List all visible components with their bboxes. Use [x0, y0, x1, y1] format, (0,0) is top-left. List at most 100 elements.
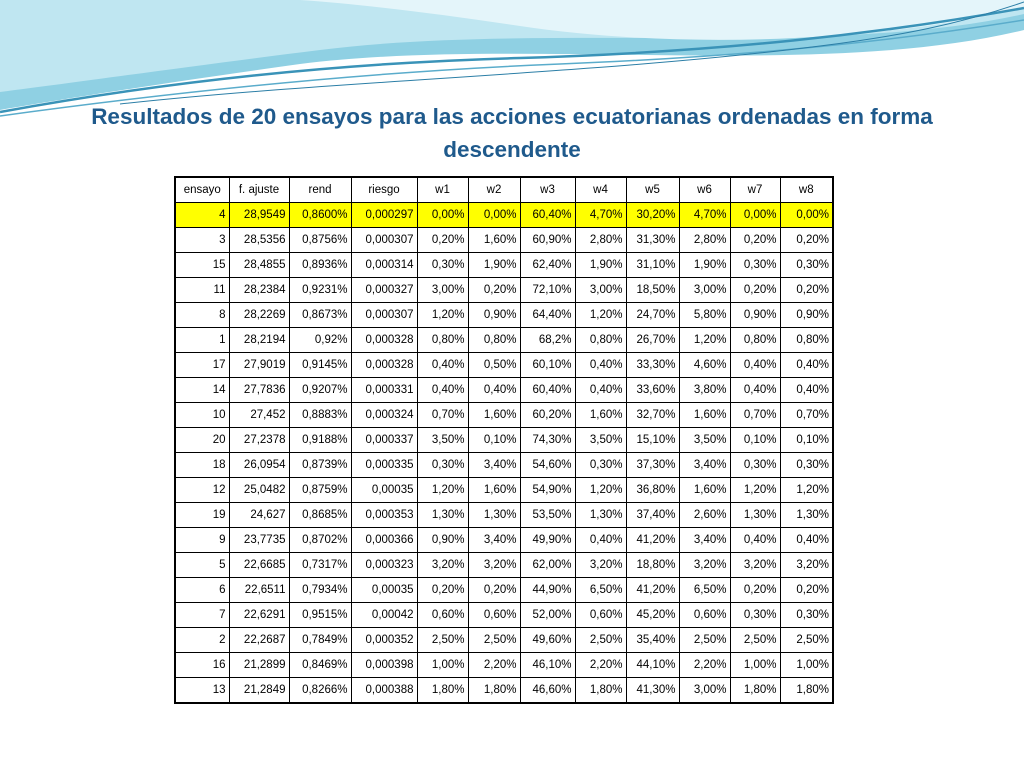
table-cell: 27,9019 — [228, 352, 290, 378]
table-cell: 26,70% — [625, 327, 680, 353]
table-cell: 3,20% — [779, 552, 834, 578]
table-cell: 1,00% — [779, 652, 834, 678]
table-cell: 0,000297 — [350, 202, 418, 228]
table-cell: 22,6291 — [228, 602, 290, 628]
table-cell: 0,9188% — [288, 427, 352, 453]
table-cell: 1,30% — [467, 502, 521, 528]
table-cell: 0,8673% — [288, 302, 352, 328]
table-header-row: ensayo f. ajuste rend riesgo w1 w2 w3 w4 w5 w6 w7 w… — [174, 176, 834, 203]
table-cell: 0,40% — [416, 377, 469, 403]
table-cell: 13 — [174, 677, 230, 704]
table-cell: 3,20% — [574, 552, 627, 578]
table-cell: 0,00% — [416, 202, 469, 228]
table-cell: 28,2384 — [228, 277, 290, 303]
table-cell: 3,50% — [416, 427, 469, 453]
table-cell: 0,8739% — [288, 452, 352, 478]
table-cell: 0,20% — [729, 577, 781, 603]
table-row: 11 28,2384 0,9231% 0,000327 3,00% 0,20% 72,10%… — [174, 277, 834, 303]
table-cell: 0,8685% — [288, 502, 352, 528]
table-cell: 0,80% — [779, 327, 834, 353]
table-cell: 0,40% — [416, 352, 469, 378]
table-cell: 12 — [174, 477, 230, 503]
table-cell: 0,60% — [416, 602, 469, 628]
table-cell: 3,50% — [678, 427, 731, 453]
table-cell: 17 — [174, 352, 230, 378]
table-cell: 3,00% — [678, 677, 731, 704]
table-cell: 1,90% — [678, 252, 731, 278]
table-cell: 0,8936% — [288, 252, 352, 278]
table-cell: 0,70% — [416, 402, 469, 428]
table-cell: 0,9145% — [288, 352, 352, 378]
table-cell: 31,10% — [625, 252, 680, 278]
table-cell: 18 — [174, 452, 230, 478]
table-cell: 23,7735 — [228, 527, 290, 553]
column-header-w2: w2 — [467, 176, 521, 203]
table-cell: 0,8756% — [288, 227, 352, 253]
table-cell: 1,20% — [574, 302, 627, 328]
header-wave-decoration — [0, 0, 1024, 117]
table-row: 13 21,2849 0,8266% 0,000388 1,80% 1,80% 46,60%… — [174, 677, 834, 704]
table-cell: 30,20% — [625, 202, 680, 228]
table-cell: 2,20% — [467, 652, 521, 678]
table-row: 1 28,2194 0,92% 0,000328 0,80% 0,80% 68,2% 0,80… — [174, 327, 834, 353]
table-cell: 0,000331 — [350, 377, 418, 403]
table-row: 8 28,2269 0,8673% 0,000307 1,20% 0,90% 64,40% 1… — [174, 302, 834, 328]
table-cell: 49,90% — [519, 527, 576, 553]
table-cell: 0,20% — [729, 277, 781, 303]
table-cell: 0,20% — [779, 227, 834, 253]
table-cell: 6 — [174, 577, 230, 603]
table-cell: 0,8759% — [288, 477, 352, 503]
table-cell: 18,50% — [625, 277, 680, 303]
table-cell: 22,6511 — [228, 577, 290, 603]
table-row: 17 27,9019 0,9145% 0,000328 0,40% 0,50% 60,10%… — [174, 352, 834, 378]
table-cell: 1,60% — [678, 402, 731, 428]
table-cell: 0,8883% — [288, 402, 352, 428]
table-cell: 25,0482 — [228, 477, 290, 503]
table-cell: 1,30% — [416, 502, 469, 528]
table-cell: 0,20% — [467, 277, 521, 303]
column-header-w4: w4 — [574, 176, 627, 203]
table-row: 19 24,627 0,8685% 0,000353 1,30% 1,30% 53,50% 1… — [174, 502, 834, 528]
table-cell: 0,000324 — [350, 402, 418, 428]
table-cell: 1,60% — [467, 227, 521, 253]
table-cell: 0,00042 — [350, 602, 418, 628]
table-cell: 0,40% — [467, 377, 521, 403]
table-cell: 36,80% — [625, 477, 680, 503]
table-row: 10 27,452 0,8883% 0,000324 0,70% 1,60% 60,20% 1… — [174, 402, 834, 428]
table-cell: 3 — [174, 227, 230, 253]
table-cell: 0,60% — [574, 602, 627, 628]
table-cell: 0,20% — [779, 577, 834, 603]
table-cell: 0,90% — [779, 302, 834, 328]
table-cell: 4,60% — [678, 352, 731, 378]
table-row: 3 28,5356 0,8756% 0,000307 0,20% 1,60% 60,90% 2… — [174, 227, 834, 253]
table-row: 2 22,2687 0,7849% 0,000352 2,50% 2,50% 49,60% 2… — [174, 627, 834, 653]
table-cell: 0,30% — [416, 252, 469, 278]
table-cell: 28,2194 — [228, 327, 290, 353]
table-cell: 28,5356 — [228, 227, 290, 253]
table-cell: 28,4855 — [228, 252, 290, 278]
table-row: 14 27,7836 0,9207% 0,000331 0,40% 0,40% 60,40%… — [174, 377, 834, 403]
table-cell: 3,40% — [467, 527, 521, 553]
table-cell: 8 — [174, 302, 230, 328]
column-header-rend: rend — [288, 176, 352, 203]
table-cell: 0,80% — [416, 327, 469, 353]
table-cell: 60,40% — [519, 377, 576, 403]
table-cell: 0,10% — [467, 427, 521, 453]
table-cell: 22,2687 — [228, 627, 290, 653]
table-cell: 37,30% — [625, 452, 680, 478]
slide-title: Resultados de 20 ensayos para las accion… — [91, 104, 933, 162]
table-cell: 41,30% — [625, 677, 680, 704]
table-cell: 27,2378 — [228, 427, 290, 453]
table-cell: 1,00% — [729, 652, 781, 678]
table-cell: 9 — [174, 527, 230, 553]
column-header-w8: w8 — [779, 176, 834, 203]
table-cell: 0,30% — [779, 452, 834, 478]
table-cell: 3,80% — [678, 377, 731, 403]
table-cell: 49,60% — [519, 627, 576, 653]
table-row: 7 22,6291 0,9515% 0,00042 0,60% 0,60% 52,00% 0,… — [174, 602, 834, 628]
column-header-riesgo: riesgo — [350, 176, 418, 203]
table-cell: 0,30% — [779, 602, 834, 628]
table-cell: 0,000366 — [350, 527, 418, 553]
table-cell: 0,00035 — [350, 577, 418, 603]
table-cell: 5 — [174, 552, 230, 578]
